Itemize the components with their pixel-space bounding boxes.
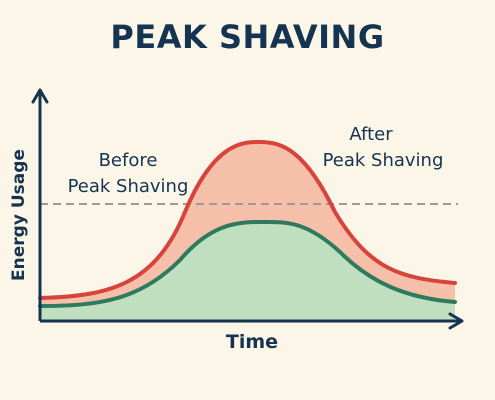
after-area-fill [40, 221, 455, 321]
page-title: PEAK SHAVING [110, 18, 385, 56]
before-area-fill [40, 141, 455, 306]
after-label-line2: Peak Shaving [323, 150, 444, 171]
after-curve [38, 219, 457, 308]
y-axis-label: Energy Usage [9, 149, 29, 281]
before-curve [38, 139, 457, 300]
after-label-line1: After [349, 124, 393, 145]
before-label-line1: Before [99, 150, 158, 171]
y-axis-arrowhead [31, 88, 49, 104]
x-axis-arrowhead [448, 312, 464, 330]
x-axis-label: Time [226, 331, 278, 353]
before-label-line2: Peak Shaving [68, 176, 189, 197]
